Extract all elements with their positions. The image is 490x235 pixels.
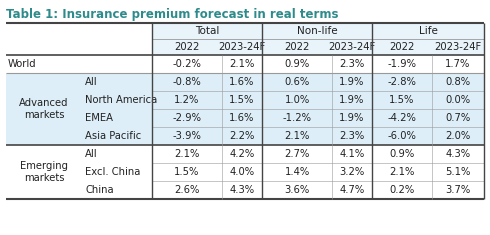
Text: 2.1%: 2.1%	[284, 131, 310, 141]
Text: 2.6%: 2.6%	[174, 185, 200, 195]
Text: 0.2%: 0.2%	[390, 185, 415, 195]
Text: 0.7%: 0.7%	[445, 113, 470, 123]
Text: All: All	[85, 77, 98, 87]
Text: Excl. China: Excl. China	[85, 167, 140, 177]
Text: 2022: 2022	[174, 42, 200, 52]
Bar	[6, 73, 484, 91]
Text: 2.0%: 2.0%	[445, 131, 470, 141]
Text: 2.7%: 2.7%	[284, 149, 310, 159]
Text: 4.3%: 4.3%	[229, 185, 255, 195]
Text: 2.2%: 2.2%	[229, 131, 255, 141]
Text: 4.7%: 4.7%	[340, 185, 365, 195]
Text: 4.2%: 4.2%	[229, 149, 255, 159]
Text: 1.5%: 1.5%	[390, 95, 415, 105]
Text: -2.8%: -2.8%	[388, 77, 416, 87]
Bar	[6, 127, 484, 145]
Text: 0.8%: 0.8%	[445, 77, 470, 87]
Text: 2.3%: 2.3%	[340, 131, 365, 141]
Text: 1.2%: 1.2%	[174, 95, 200, 105]
Text: -1.2%: -1.2%	[283, 113, 312, 123]
Text: -4.2%: -4.2%	[388, 113, 416, 123]
Text: -0.8%: -0.8%	[172, 77, 201, 87]
Bar	[6, 109, 484, 127]
Text: 2023-24F: 2023-24F	[434, 42, 482, 52]
Text: 1.5%: 1.5%	[229, 95, 255, 105]
Text: Table 1: Insurance premium forecast in real terms: Table 1: Insurance premium forecast in r…	[6, 8, 339, 21]
Text: 1.9%: 1.9%	[339, 113, 365, 123]
Text: 2.3%: 2.3%	[340, 59, 365, 69]
Text: 3.7%: 3.7%	[445, 185, 470, 195]
Text: -0.2%: -0.2%	[172, 59, 201, 69]
Text: Asia Pacific: Asia Pacific	[85, 131, 141, 141]
Text: Life: Life	[418, 26, 438, 36]
Text: 1.4%: 1.4%	[284, 167, 310, 177]
Bar	[6, 145, 484, 163]
Text: -1.9%: -1.9%	[388, 59, 416, 69]
Text: 0.9%: 0.9%	[284, 59, 310, 69]
Bar	[6, 181, 484, 199]
Text: 2.1%: 2.1%	[174, 149, 200, 159]
Text: 2.1%: 2.1%	[390, 167, 415, 177]
Bar	[6, 55, 484, 73]
Text: 2.1%: 2.1%	[229, 59, 255, 69]
Text: 4.0%: 4.0%	[229, 167, 255, 177]
Text: -6.0%: -6.0%	[388, 131, 416, 141]
Text: 2023-24F: 2023-24F	[328, 42, 376, 52]
Text: 4.3%: 4.3%	[445, 149, 470, 159]
Text: All: All	[85, 149, 98, 159]
Text: 3.2%: 3.2%	[340, 167, 365, 177]
Text: 1.9%: 1.9%	[339, 95, 365, 105]
Text: -2.9%: -2.9%	[172, 113, 201, 123]
Text: EMEA: EMEA	[85, 113, 113, 123]
Bar	[152, 23, 484, 39]
Bar	[6, 91, 484, 109]
Text: Total: Total	[195, 26, 219, 36]
Text: North America: North America	[85, 95, 157, 105]
Text: 3.6%: 3.6%	[284, 185, 310, 195]
Text: 1.6%: 1.6%	[229, 113, 255, 123]
Text: 2022: 2022	[390, 42, 415, 52]
Text: 5.1%: 5.1%	[445, 167, 471, 177]
Bar	[152, 39, 484, 55]
Bar	[6, 163, 484, 181]
Text: 1.9%: 1.9%	[339, 77, 365, 87]
Text: 4.1%: 4.1%	[340, 149, 365, 159]
Text: 0.9%: 0.9%	[390, 149, 415, 159]
Text: Non-life: Non-life	[296, 26, 337, 36]
Text: 1.7%: 1.7%	[445, 59, 471, 69]
Text: 0.0%: 0.0%	[445, 95, 470, 105]
Text: Advanced
markets: Advanced markets	[19, 98, 69, 120]
Text: 1.5%: 1.5%	[174, 167, 200, 177]
Text: 0.6%: 0.6%	[284, 77, 310, 87]
Text: 1.0%: 1.0%	[284, 95, 310, 105]
Text: World: World	[8, 59, 37, 69]
Text: China: China	[85, 185, 114, 195]
Text: -3.9%: -3.9%	[172, 131, 201, 141]
Text: 2023-24F: 2023-24F	[219, 42, 266, 52]
Text: 1.6%: 1.6%	[229, 77, 255, 87]
Text: Emerging
markets: Emerging markets	[20, 161, 68, 183]
Text: 2022: 2022	[284, 42, 310, 52]
